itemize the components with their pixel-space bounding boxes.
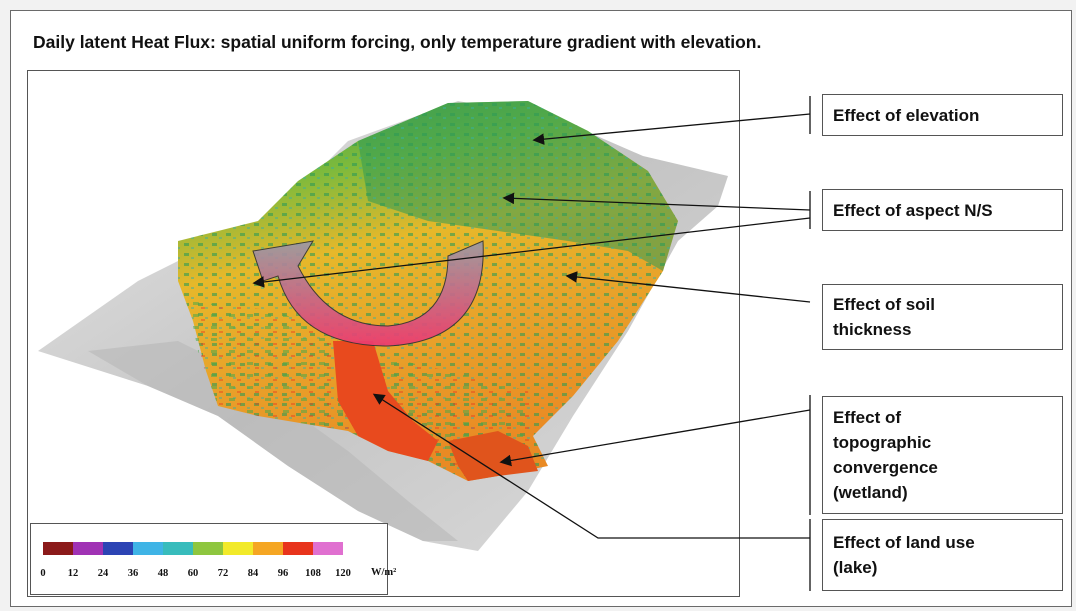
legend-swatch xyxy=(313,542,343,555)
legend-tick-label: 120 xyxy=(335,568,351,579)
legend-swatch xyxy=(193,542,223,555)
label-effect-topographic-convergence: Effect of topographic convergence (wetla… xyxy=(822,396,1063,514)
legend-swatch xyxy=(163,542,193,555)
legend-swatch xyxy=(253,542,283,555)
terrain-map xyxy=(27,70,740,597)
legend-swatch xyxy=(283,542,313,555)
label-effect-soil-thickness: Effect of soil thickness xyxy=(822,284,1063,350)
legend-ticks: 0 12 24 36 48 60 72 84 96 108 120 xyxy=(40,568,383,582)
legend-swatches xyxy=(43,542,343,555)
legend-unit: W/m² xyxy=(371,567,397,578)
terrain-map-graphic xyxy=(38,101,728,551)
legend-swatch xyxy=(103,542,133,555)
legend-tick-label: 0 xyxy=(40,568,46,579)
legend-swatch xyxy=(73,542,103,555)
legend-tick-label: 108 xyxy=(305,568,321,579)
legend-tick-label: 36 xyxy=(127,568,139,579)
label-effect-elevation: Effect of elevation xyxy=(822,94,1063,136)
legend-tick-label: 60 xyxy=(187,568,199,579)
figure-title: Daily latent Heat Flux: spatial uniform … xyxy=(33,32,762,52)
legend-swatch xyxy=(223,542,253,555)
legend-swatch xyxy=(133,542,163,555)
legend-tick-label: 12 xyxy=(67,568,79,579)
legend-tick-label: 24 xyxy=(97,568,109,579)
label-effect-aspect: Effect of aspect N/S xyxy=(822,189,1063,231)
legend-tick-label: 72 xyxy=(217,568,229,579)
legend-tick-label: 84 xyxy=(247,568,259,579)
legend-tick-label: 48 xyxy=(157,568,169,579)
label-effect-land-use: Effect of land use (lake) xyxy=(822,519,1063,591)
legend-tick-label: 96 xyxy=(277,568,289,579)
color-legend: 0 12 24 36 48 60 72 84 96 108 120 W/m² xyxy=(30,523,396,595)
legend-swatch xyxy=(43,542,73,555)
